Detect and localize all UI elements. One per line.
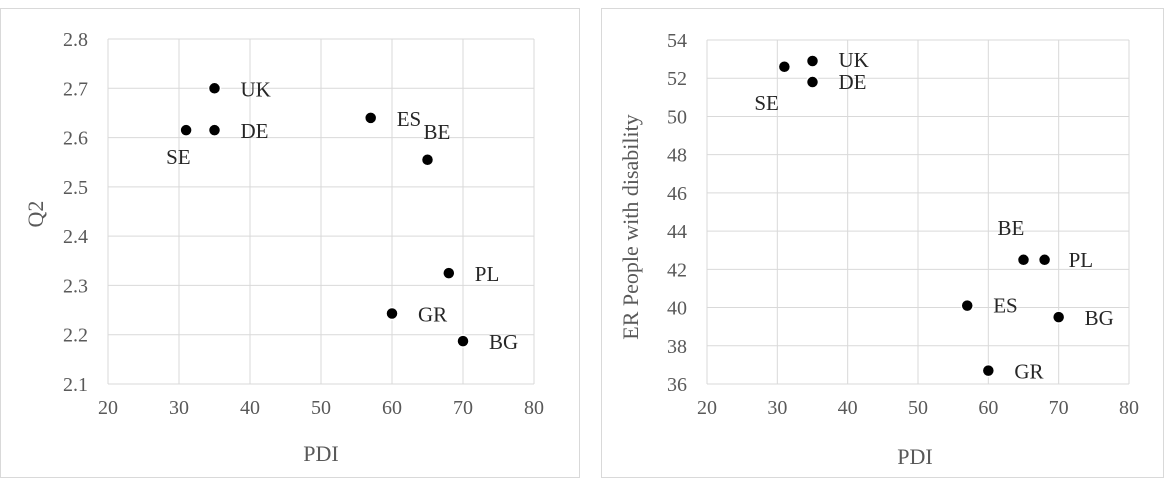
x-axis-title: PDI xyxy=(897,444,932,469)
data-label-gr: GR xyxy=(418,303,447,327)
x-tick-label: 80 xyxy=(524,397,544,419)
data-point-de[interactable] xyxy=(805,75,820,89)
data-point-bg[interactable] xyxy=(1051,310,1066,324)
x-tick-label: 30 xyxy=(767,397,787,419)
data-label-bg: BG xyxy=(1085,306,1114,330)
x-tick-label: 60 xyxy=(382,397,402,419)
data-point-be[interactable] xyxy=(420,153,435,167)
data-label-se: SE xyxy=(166,145,191,169)
y-tick-label: 46 xyxy=(667,183,687,205)
data-label-uk: UK xyxy=(839,48,869,72)
x-axis-title: PDI xyxy=(303,441,338,466)
y-tick-label: 2.2 xyxy=(63,325,88,347)
y-tick-label: 50 xyxy=(667,106,687,128)
data-point-gr[interactable] xyxy=(385,306,399,321)
x-tick-label: 60 xyxy=(978,397,998,419)
y-tick-label: 48 xyxy=(667,145,687,167)
chart-panel-q2: 20 30 40 50 60 70 80 2.1 2.2 2.3 2.4 2.5 2.6 2.7 2.8 U… xyxy=(0,8,580,478)
data-point-be[interactable] xyxy=(1016,253,1031,267)
x-tick-label: 80 xyxy=(1119,397,1139,419)
data-label-be: BE xyxy=(424,120,451,144)
data-label-de: DE xyxy=(839,70,867,94)
data-point-bg[interactable] xyxy=(456,334,470,348)
data-label-se: SE xyxy=(754,91,779,115)
data-point-es[interactable] xyxy=(363,111,378,125)
data-label-de: DE xyxy=(241,119,269,143)
data-point-es[interactable] xyxy=(960,298,974,313)
data-label-be: BE xyxy=(998,216,1025,240)
y-tick-label: 54 xyxy=(667,30,687,52)
y-tick-label: 42 xyxy=(667,259,687,281)
x-tick-label: 70 xyxy=(1049,397,1069,419)
data-point-pl[interactable] xyxy=(1037,253,1052,267)
y-tick-label: 2.8 xyxy=(63,29,88,51)
y-axis-title: ER People with disability xyxy=(618,114,643,340)
x-tick-label: 20 xyxy=(697,397,717,419)
x-tick-label: 50 xyxy=(908,397,928,419)
data-point-uk[interactable] xyxy=(207,81,222,96)
x-tick-label: 40 xyxy=(240,397,260,419)
y-tick-label: 44 xyxy=(667,221,687,243)
data-point-se[interactable] xyxy=(179,123,193,137)
y-axis-title: Q2 xyxy=(23,201,48,228)
y-tick-label: 2.3 xyxy=(63,275,88,297)
y-tick-label: 40 xyxy=(667,298,687,320)
data-label-es: ES xyxy=(993,294,1018,318)
x-tick-label: 40 xyxy=(838,397,858,419)
y-tick-label: 38 xyxy=(667,336,687,358)
data-label-pl: PL xyxy=(475,262,500,286)
y-tick-label: 36 xyxy=(667,374,687,396)
x-tick-label: 20 xyxy=(98,397,118,419)
data-label-pl: PL xyxy=(1069,248,1094,272)
x-tick-label: 30 xyxy=(169,397,189,419)
data-point-de[interactable] xyxy=(207,123,222,137)
data-point-pl[interactable] xyxy=(442,266,456,280)
y-tick-label: 2.6 xyxy=(63,128,88,150)
data-point-gr[interactable] xyxy=(981,363,996,378)
x-tick-label: 70 xyxy=(453,397,473,419)
data-label-bg: BG xyxy=(489,330,518,354)
y-tick-label: 52 xyxy=(667,68,687,90)
data-point-uk[interactable] xyxy=(805,54,820,68)
data-label-es: ES xyxy=(397,107,422,131)
scatter-plot-q2: 20 30 40 50 60 70 80 2.1 2.2 2.3 2.4 2.5 2.6 2.7 2.8 U… xyxy=(23,29,544,466)
y-tick-label: 2.4 xyxy=(63,226,88,248)
data-point-se[interactable] xyxy=(777,60,792,74)
data-label-uk: UK xyxy=(241,77,271,101)
data-label-gr: GR xyxy=(1014,360,1043,384)
chart-panel-er-disability: 20 30 40 50 60 70 80 36 38 40 42 44 46 48 50 52 54 UK DE S… xyxy=(601,8,1164,478)
y-tick-label: 2.5 xyxy=(63,177,88,199)
y-tick-label: 2.7 xyxy=(63,78,88,100)
y-tick-label: 2.1 xyxy=(63,374,88,396)
x-tick-label: 50 xyxy=(311,397,331,419)
